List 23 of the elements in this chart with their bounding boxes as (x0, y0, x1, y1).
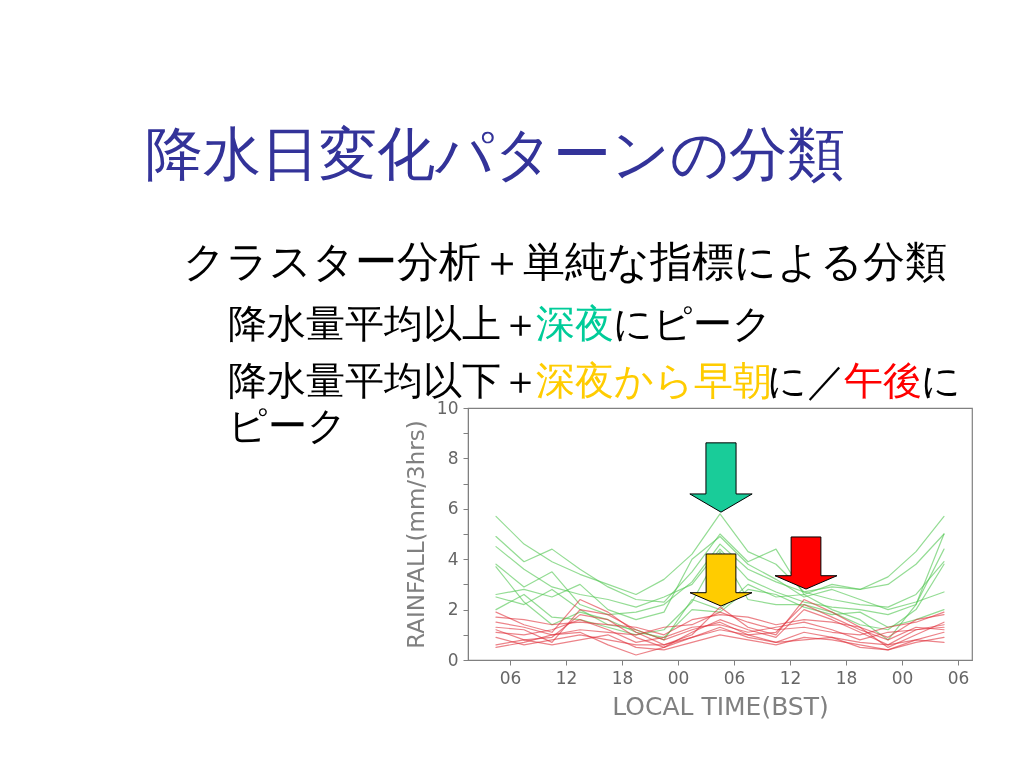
x-tick-label: 18 (611, 667, 634, 688)
y-tick-label: 6 (447, 498, 459, 519)
text: 午後 (844, 357, 922, 403)
x-tick-label: 12 (555, 667, 578, 688)
y-tick-label: 10 (436, 397, 459, 418)
chart-subtitle: クラスター分析＋単純な指標による分類 (183, 237, 947, 286)
x-tick-label: 06 (947, 667, 970, 688)
x-tick-label: 06 (499, 667, 522, 688)
x-axis-title: LOCAL TIME(BST) (612, 691, 829, 721)
y-tick-label: 0 (447, 649, 459, 670)
x-tick-label: 12 (779, 667, 802, 688)
text: ピーク (228, 403, 347, 448)
x-tick-label: 00 (667, 667, 690, 688)
y-tick-label: 4 (447, 548, 459, 569)
x-tick-label: 00 (891, 667, 914, 688)
text: に (921, 357, 961, 403)
y-tick-label: 2 (447, 599, 459, 620)
y-axis-title: RAINFALL(mm/3hrs) (402, 420, 429, 649)
chart-title: 降水日変化パターンの分類 (145, 120, 845, 188)
text: にピーク (613, 300, 772, 346)
y-tick-label: 8 (447, 447, 459, 468)
x-tick-label: 18 (835, 667, 858, 688)
x-tick-label: 06 (723, 667, 746, 688)
